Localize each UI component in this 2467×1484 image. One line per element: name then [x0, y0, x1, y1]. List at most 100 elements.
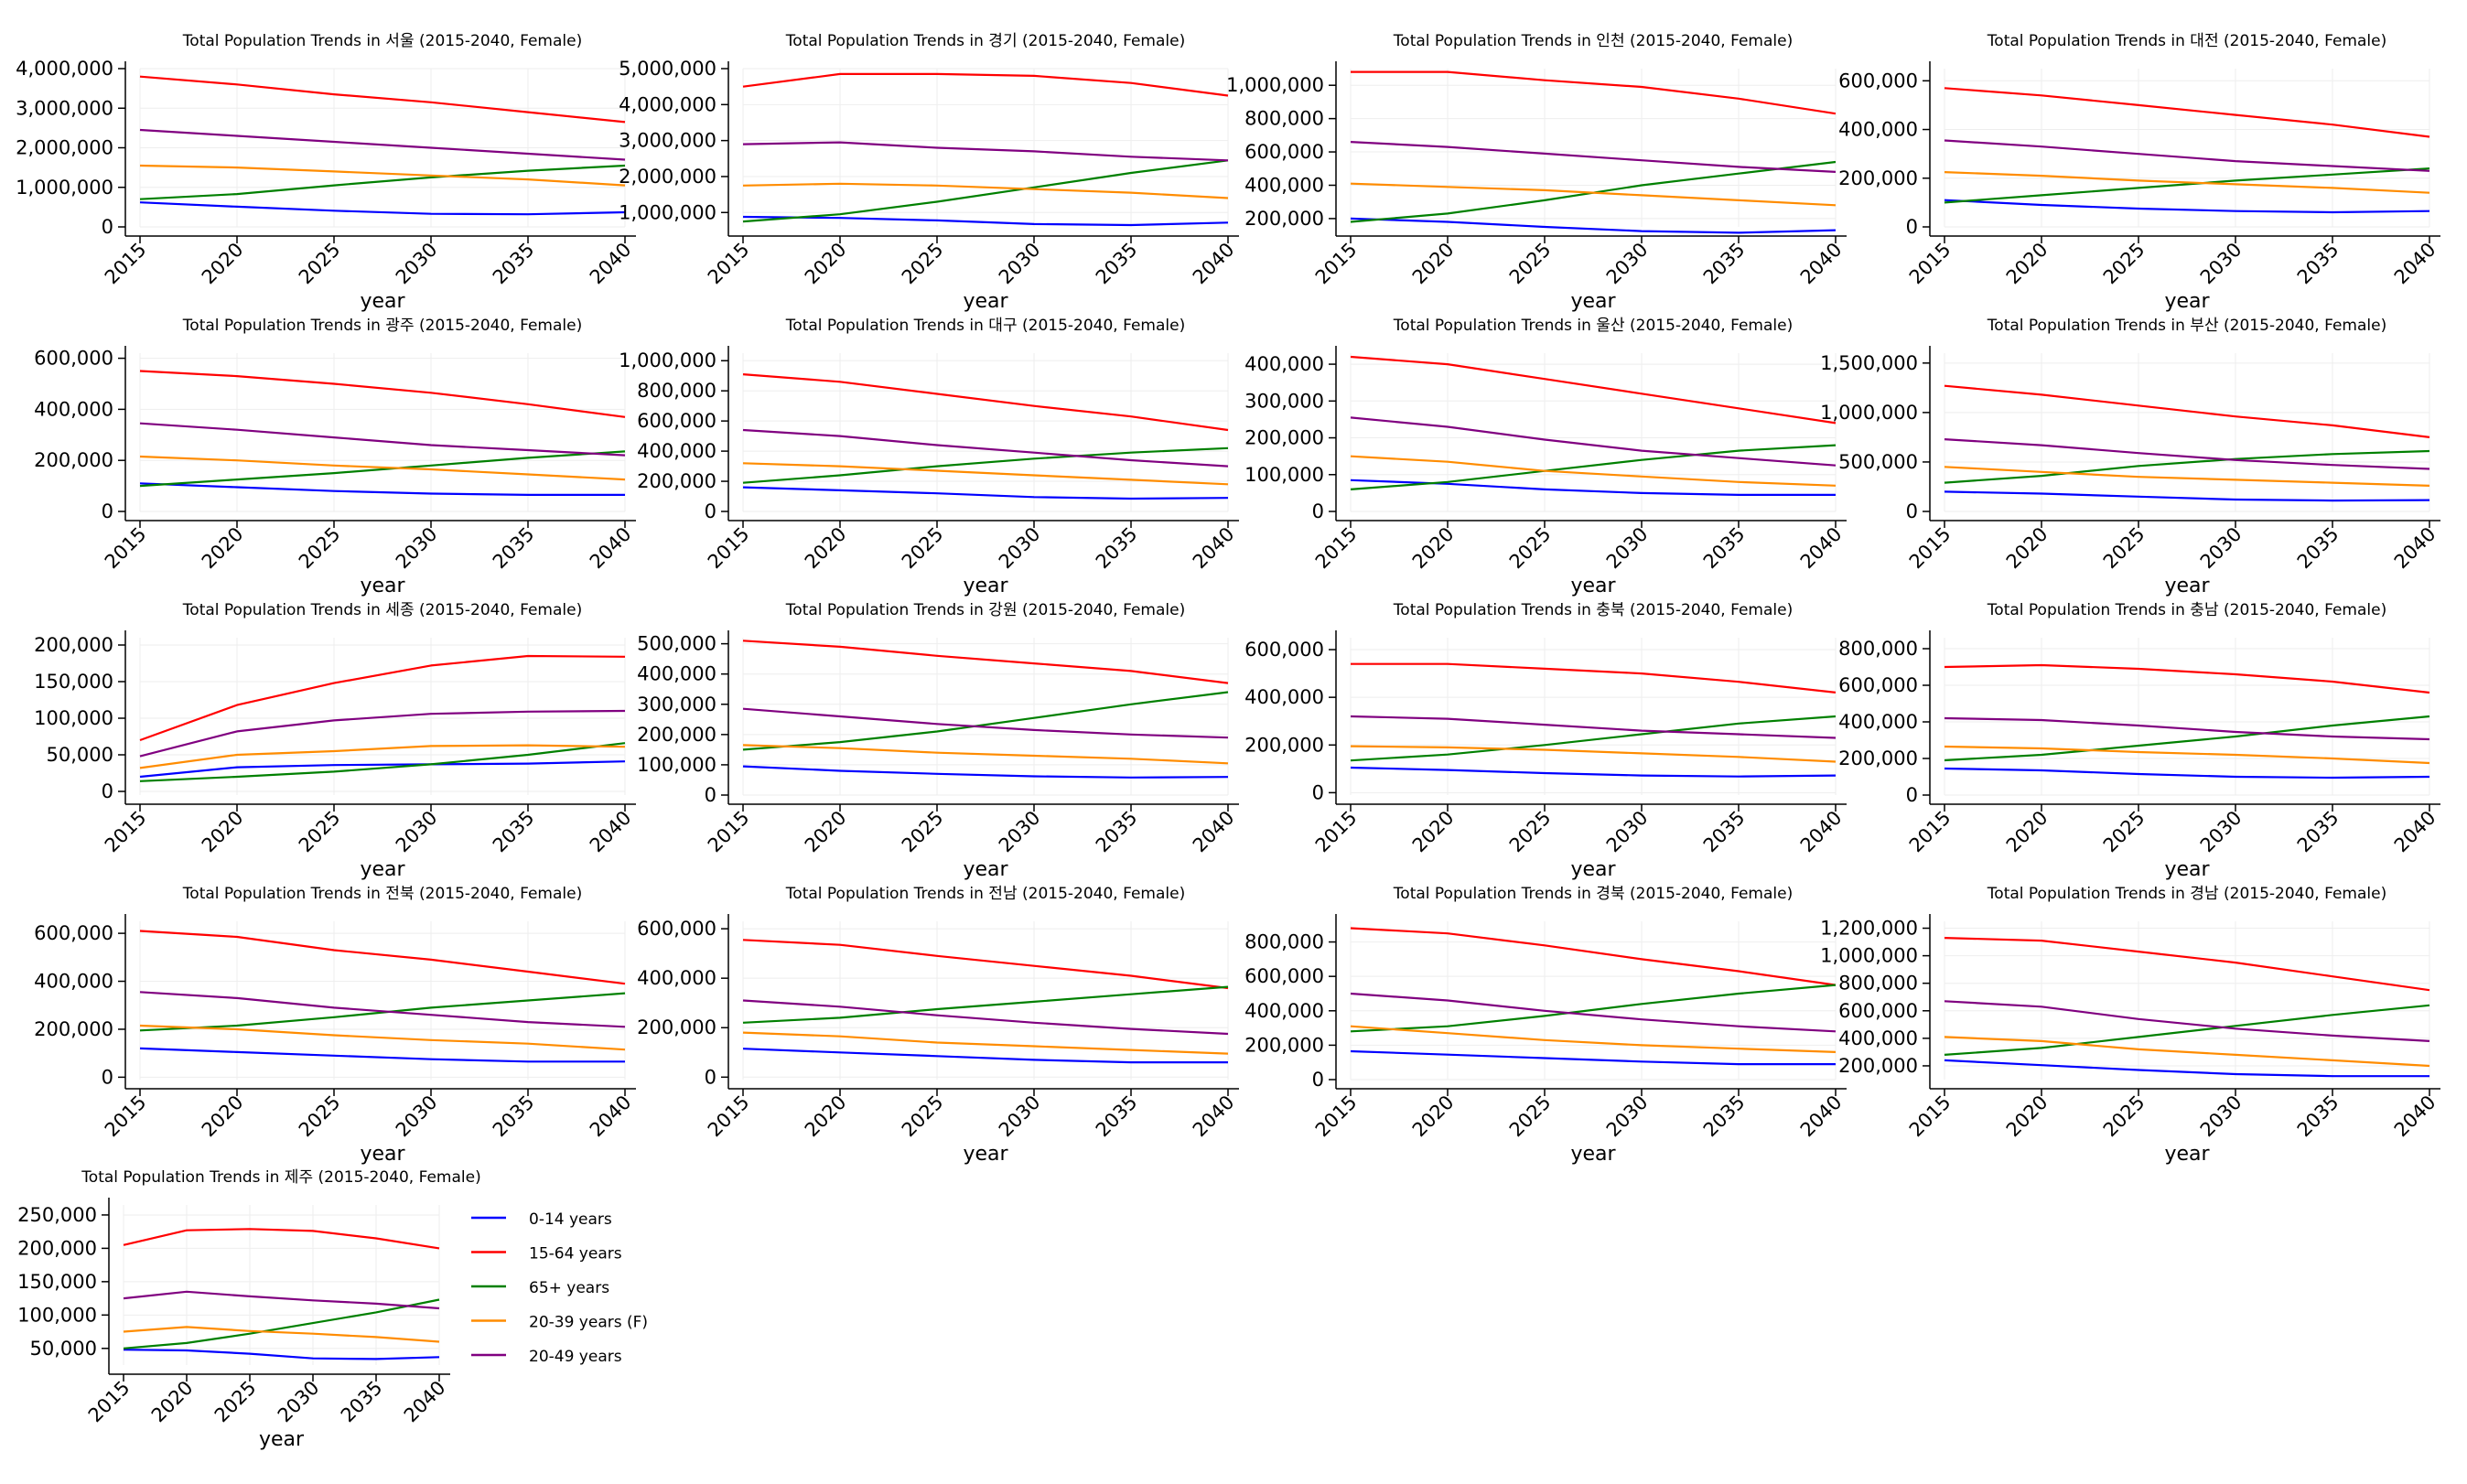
y-tick-label: 1,500,000	[1820, 352, 1918, 374]
x-tick-label: 2030	[995, 239, 1045, 289]
y-tick-label: 300,000	[637, 694, 716, 715]
series-line-0-14-years	[1944, 490, 2430, 502]
y-tick-label: 400,000	[1244, 174, 1324, 196]
x-tick-label: 2030	[995, 807, 1045, 857]
y-tick-label: 800,000	[637, 380, 716, 402]
chart-panel-15: Total Population Trends in 경북 (2015-2040…	[1244, 885, 1847, 1166]
series-line-15-64-years	[123, 1228, 440, 1250]
y-tick-label: 600,000	[1244, 141, 1324, 163]
chart-title: Total Population Trends in 제주 (2015-2040…	[81, 1168, 480, 1187]
chart-title: Total Population Trends in 세종 (2015-2040…	[182, 601, 582, 619]
series-line-0-14-years	[742, 486, 1229, 500]
x-tick-label: 2020	[147, 1377, 198, 1427]
series-line-65-years	[139, 450, 626, 488]
y-tick-label: 400,000	[1838, 119, 1918, 141]
x-tick-label: 2040	[1189, 239, 1239, 289]
series-line-20-39-years-f	[742, 182, 1229, 199]
series-line-0-14-years	[1350, 766, 1837, 778]
x-tick-label: 2040	[1189, 807, 1239, 857]
y-tick-label: 600,000	[637, 918, 716, 940]
y-tick-label: 1,200,000	[1820, 918, 1918, 940]
y-tick-label: 1,000,000	[1820, 402, 1918, 424]
x-tick-label: 2020	[2002, 239, 2052, 289]
y-tick-label: 800,000	[1244, 108, 1324, 130]
chart-title: Total Population Trends in 대구 (2015-2040…	[785, 317, 1185, 335]
y-tick-label: 400,000	[34, 971, 113, 993]
x-tick-label: 2030	[392, 1091, 442, 1142]
y-tick-label: 200,000	[34, 1018, 113, 1040]
x-axis-label: year	[360, 858, 405, 881]
chart-panel-8: Total Population Trends in 부산 (2015-2040…	[1820, 317, 2440, 597]
x-tick-label: 2040	[1796, 239, 1847, 289]
x-axis-label: year	[963, 290, 1008, 313]
series-line-15-64-years	[1350, 927, 1837, 986]
legend-label: 0-14 years	[529, 1210, 612, 1229]
x-tick-label: 2030	[2196, 807, 2246, 857]
x-axis-label: year	[963, 575, 1008, 597]
x-tick-label: 2030	[1602, 1091, 1653, 1142]
chart-title: Total Population Trends in 경기 (2015-2040…	[785, 32, 1185, 50]
x-tick-label: 2040	[1796, 807, 1847, 857]
y-tick-label: 400,000	[34, 398, 113, 420]
chart-title: Total Population Trends in 전남 (2015-2040…	[785, 885, 1185, 903]
y-tick-label: 400,000	[1244, 686, 1324, 708]
y-tick-label: 0	[705, 500, 716, 522]
chart-title: Total Population Trends in 울산 (2015-2040…	[1393, 317, 1793, 335]
series-line-15-64-years	[139, 370, 626, 418]
x-tick-label: 2025	[210, 1377, 261, 1427]
x-tick-label: 2030	[1602, 523, 1653, 574]
x-tick-label: 2035	[1699, 1091, 1750, 1142]
x-tick-label: 2015	[704, 523, 754, 574]
x-axis-label: year	[360, 1143, 405, 1166]
y-tick-label: 400,000	[1838, 711, 1918, 733]
series-line-20-39-years-f	[742, 1031, 1229, 1055]
y-tick-label: 200,000	[637, 724, 716, 746]
x-axis-label: year	[1570, 1143, 1616, 1166]
x-tick-label: 2015	[1311, 523, 1362, 574]
chart-panel-6: Total Population Trends in 대구 (2015-2040…	[619, 317, 1239, 597]
x-tick-label: 2025	[2099, 239, 2149, 289]
y-tick-label: 4,000,000	[16, 58, 113, 80]
y-tick-label: 0	[102, 500, 113, 522]
x-tick-label: 2040	[2390, 807, 2440, 857]
x-tick-label: 2015	[1311, 1091, 1362, 1142]
y-tick-label: 200,000	[1244, 208, 1324, 230]
y-tick-label: 500,000	[637, 633, 716, 655]
x-tick-label: 2030	[995, 1091, 1045, 1142]
y-tick-label: 600,000	[34, 922, 113, 944]
x-axis-label: year	[1570, 290, 1616, 313]
x-tick-label: 2020	[198, 1091, 248, 1142]
series-line-20-39-years-f	[139, 164, 626, 187]
chart-panel-17: Total Population Trends in 제주 (2015-2040…	[17, 1168, 481, 1451]
x-tick-label: 2035	[489, 239, 539, 289]
y-tick-label: 0	[1312, 1069, 1324, 1091]
y-tick-label: 100,000	[1244, 464, 1324, 486]
series-line-0-14-years	[742, 1048, 1228, 1064]
y-tick-label: 200,000	[1838, 167, 1918, 189]
x-tick-label: 2020	[2002, 807, 2052, 857]
y-tick-label: 400,000	[1244, 1000, 1324, 1022]
y-tick-label: 200,000	[637, 470, 716, 492]
series-line-20-39-years-f	[1944, 466, 2430, 487]
y-tick-label: 150,000	[34, 671, 113, 693]
x-tick-label: 2015	[704, 239, 754, 289]
y-tick-label: 600,000	[637, 410, 716, 432]
series-line-65-years	[742, 691, 1229, 751]
y-tick-label: 400,000	[637, 440, 716, 462]
x-tick-label: 2035	[2293, 807, 2343, 857]
y-tick-label: 100,000	[17, 1304, 97, 1326]
y-tick-label: 400,000	[637, 663, 716, 685]
x-tick-label: 2025	[898, 523, 948, 574]
series-line-65-years	[1944, 1004, 2430, 1056]
series-line-20-49-years	[1944, 1000, 2430, 1042]
y-tick-label: 300,000	[1244, 390, 1324, 412]
y-tick-label: 800,000	[1838, 973, 1918, 995]
y-tick-label: 0	[102, 216, 113, 238]
chart-panel-10: Total Population Trends in 강원 (2015-2040…	[637, 601, 1239, 881]
x-tick-label: 2035	[489, 807, 539, 857]
x-tick-label: 2035	[1092, 807, 1142, 857]
legend-label: 20-39 years (F)	[529, 1314, 648, 1332]
series-line-20-49-years	[742, 707, 1229, 739]
y-tick-label: 150,000	[17, 1271, 97, 1293]
chart-panel-9: Total Population Trends in 세종 (2015-2040…	[34, 601, 636, 881]
